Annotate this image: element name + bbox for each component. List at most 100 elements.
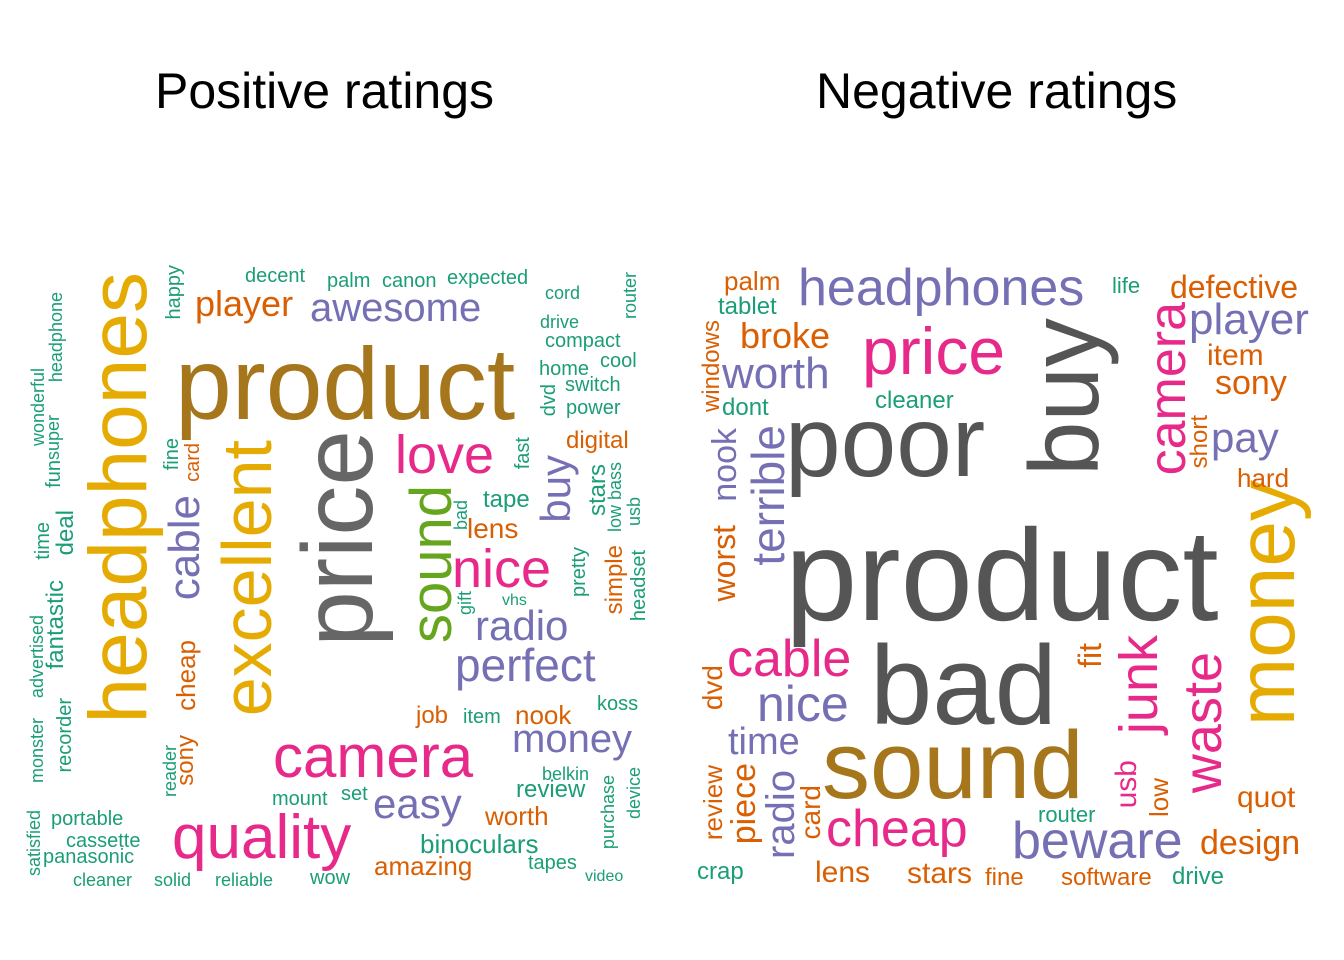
word-positive-bass: bass — [605, 462, 625, 501]
word-negative-low: low — [1144, 778, 1174, 818]
word-negative-time: time — [728, 721, 800, 763]
word-positive-digital: digital — [566, 427, 629, 454]
word-positive-power: power — [566, 397, 621, 419]
word-positive-player: player — [195, 283, 294, 324]
word-negative-bad: bad — [870, 623, 1057, 748]
word-positive-product: product — [175, 327, 516, 441]
word-negative-junk: junk — [1109, 635, 1169, 735]
word-positive-job: job — [416, 702, 449, 729]
word-negative-nice: nice — [757, 676, 849, 732]
word-negative-player: player — [1189, 295, 1309, 344]
word-positive-happy: happy — [163, 265, 185, 320]
word-negative-piece: piece — [725, 763, 763, 845]
word-positive-perfect: perfect — [455, 639, 596, 691]
word-positive-worth: worth — [485, 801, 549, 831]
word-negative-buy: buy — [1009, 318, 1119, 477]
word-negative-fit: fit — [1072, 643, 1108, 668]
word-negative-cleaner: cleaner — [875, 387, 954, 414]
word-negative-windows: windows — [698, 320, 725, 413]
word-negative-item: item — [1207, 339, 1264, 372]
word-negative-money: money — [1221, 480, 1312, 727]
word-positive-home: home — [539, 358, 590, 380]
word-negative-sony: sony — [1215, 364, 1287, 402]
word-positive-canon: canon — [382, 270, 437, 292]
word-negative-terrible: terrible — [742, 425, 794, 566]
word-positive-belkin: belkin — [542, 764, 590, 784]
word-positive-gift: gift — [455, 591, 475, 616]
word-negative-dvd: dvd — [697, 665, 728, 711]
word-negative-palm: palm — [724, 266, 781, 296]
word-positive-awesome: awesome — [310, 286, 482, 330]
word-negative-tablet: tablet — [718, 293, 777, 320]
word-positive-palm: palm — [327, 270, 371, 292]
word-positive-time: time — [32, 522, 54, 560]
word-positive-quality: quality — [172, 803, 352, 872]
word-positive-decent: decent — [245, 265, 306, 287]
word-positive-wow: wow — [310, 867, 351, 889]
word-negative-product: product — [785, 502, 1219, 648]
word-positive-wonderful: wonderful — [28, 368, 48, 447]
word-positive-amazing: amazing — [374, 851, 473, 881]
word-positive-money: money — [512, 717, 633, 761]
word-negative-dont: dont — [722, 394, 769, 421]
word-positive-video: video — [585, 868, 624, 885]
word-positive-review: review — [516, 776, 586, 803]
word-negative-software: software — [1061, 864, 1152, 891]
word-positive-set: set — [341, 783, 368, 805]
word-positive-portable: portable — [51, 808, 124, 830]
word-positive-router: router — [620, 272, 640, 320]
word-negative-cable: cable — [727, 630, 852, 688]
word-positive-cheap: cheap — [171, 640, 201, 711]
word-positive-fun: fun — [43, 460, 65, 488]
word-negative-router: router — [1038, 802, 1096, 827]
word-positive-cord: cord — [545, 283, 581, 303]
word-positive-drive: drive — [540, 312, 580, 332]
word-positive-fast: fast — [512, 437, 534, 470]
word-negative-defective: defective — [1170, 269, 1299, 305]
word-positive-nook: nook — [515, 700, 572, 730]
word-positive-price: price — [282, 430, 394, 647]
word-positive-cable: cable — [160, 495, 209, 601]
word-positive-switch: switch — [565, 374, 621, 396]
word-positive-tape: tape — [483, 486, 530, 513]
word-positive-fine: fine — [161, 438, 183, 471]
word-positive-item: item — [463, 706, 501, 728]
word-positive-headset: headset — [628, 550, 650, 622]
word-positive-recorder: recorder — [54, 698, 76, 773]
word-positive-satisfied: satisfied — [24, 810, 44, 877]
word-positive-mount: mount — [272, 788, 328, 810]
word-positive-lens: lens — [467, 513, 519, 544]
word-negative-worth: worth — [722, 349, 830, 398]
word-negative-waste: waste — [1173, 652, 1233, 794]
word-positive-panasonic: panasonic — [43, 846, 135, 868]
word-positive-cleaner: cleaner — [73, 870, 133, 890]
word-negative-poor: poor — [785, 386, 986, 498]
word-negative-design: design — [1200, 824, 1301, 862]
word-negative-fine: fine — [985, 864, 1024, 891]
word-positive-usb: usb — [624, 497, 644, 527]
word-positive-compact: compact — [545, 330, 621, 352]
word-negative-lens: lens — [815, 856, 871, 889]
word-negative-drive: drive — [1172, 863, 1225, 890]
word-negative-price: price — [862, 314, 1006, 388]
word-positive-card: card — [182, 443, 204, 482]
word-negative-beware: beware — [1012, 812, 1183, 870]
word-positive-monster: monster — [27, 718, 47, 784]
word-positive-device: device — [624, 767, 644, 820]
word-negative-hard: hard — [1237, 463, 1290, 493]
word-positive-pretty: pretty — [568, 547, 590, 598]
word-positive-reliable: reliable — [215, 870, 274, 890]
word-positive-koss: koss — [597, 693, 639, 715]
word-positive-headphone: headphone — [46, 292, 66, 383]
word-positive-fantastic: fantastic — [42, 580, 69, 670]
word-negative-usb: usb — [1110, 760, 1143, 809]
word-negative-broke: broke — [740, 315, 831, 356]
word-positive-reader: reader — [160, 745, 180, 798]
word-positive-excellent: excellent — [208, 440, 286, 717]
word-positive-love: love — [395, 425, 495, 485]
word-positive-solid: solid — [154, 870, 192, 890]
title-negative: Negative ratings — [816, 63, 1178, 119]
word-negative-headphones: headphones — [798, 259, 1085, 317]
word-positive-nice: nice — [452, 539, 552, 599]
